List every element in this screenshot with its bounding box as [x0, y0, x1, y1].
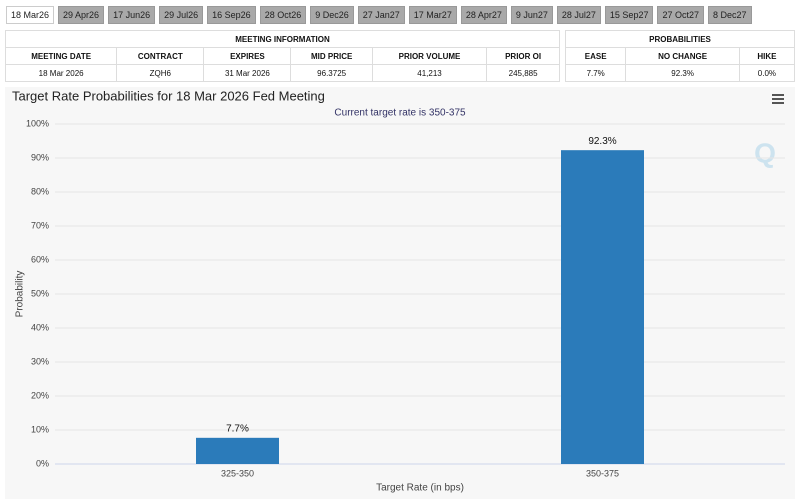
- y-tick-label: 20%: [31, 390, 49, 400]
- probabilities-table: PROBABILITIES EASE NO CHANGE HIKE 7.7% 92.3% 0…: [564, 30, 796, 82]
- tab[interactable]: 9 Dec26: [310, 6, 354, 24]
- cell: 41,213: [371, 64, 488, 82]
- tab[interactable]: 28 Apr27: [460, 6, 507, 24]
- column-header: HIKE: [738, 47, 796, 65]
- x-axis-title: Target Rate (in bps): [376, 483, 464, 494]
- header-row: MEETING INFORMATION: [5, 30, 560, 48]
- y-tick-label: 80%: [31, 186, 49, 196]
- y-tick-label: 30%: [31, 356, 49, 366]
- data-label: 92.3%: [588, 136, 616, 147]
- cell: 92.3%: [625, 64, 740, 82]
- cell: 18 Mar 2026: [4, 64, 118, 82]
- tab[interactable]: 9 Jun27: [510, 6, 553, 24]
- column-header: NO CHANGE: [625, 47, 740, 65]
- cell: 0.0%: [738, 64, 796, 82]
- x-tick-label: 350-375: [586, 468, 619, 478]
- cell: 31 Mar 2026: [203, 64, 292, 82]
- column-header: CONTRACT: [116, 47, 205, 65]
- table-title: MEETING INFORMATION: [5, 30, 560, 48]
- logo: Q: [754, 137, 776, 168]
- tab-bar: 18 Mar26 29 Apr26 17 Jun26 29 Jul26 16 Sep26…: [6, 6, 752, 24]
- table-title: PROBABILITIES: [565, 30, 795, 48]
- y-axis-title: Probability: [15, 271, 26, 318]
- y-tick-label: 70%: [31, 220, 49, 230]
- column-header: MEETING DATE: [4, 47, 118, 65]
- tab[interactable]: 28 Oct26: [259, 6, 307, 24]
- chart: Target Rate Probabilities for 18 Mar 202…: [5, 87, 795, 499]
- column-row: MEETING DATE CONTRACT EXPIRES MID PRICE PRIO…: [4, 47, 560, 65]
- y-tick-label: 90%: [31, 152, 49, 162]
- y-tick-label: 10%: [31, 424, 49, 434]
- column-header: PRIOR OI: [486, 47, 560, 65]
- cell: 7.7%: [564, 64, 627, 82]
- tab[interactable]: 27 Oct27: [657, 6, 704, 24]
- y-tick-label: 50%: [31, 288, 49, 298]
- tab[interactable]: 17 Mar27: [408, 6, 457, 24]
- y-tick-label: 40%: [31, 322, 49, 332]
- chart-subtitle: Current target rate is 350-375: [334, 108, 466, 119]
- bar: [561, 150, 644, 464]
- data-row: 7.7% 92.3% 0.0%: [564, 64, 796, 82]
- tab[interactable]: 8 Dec27: [708, 6, 752, 24]
- chart-background: [5, 87, 795, 499]
- data-row: 18 Mar 2026 ZQH6 31 Mar 2026 96.3725 41,213 2…: [4, 64, 560, 82]
- cell: ZQH6: [116, 64, 205, 82]
- y-tick-label: 100%: [26, 118, 49, 128]
- header-row: PROBABILITIES: [565, 30, 795, 48]
- tab[interactable]: 15 Sep27: [604, 6, 654, 24]
- cell: 245,885: [486, 64, 560, 82]
- column-header: MID PRICE: [290, 47, 373, 65]
- chart-title: Target Rate Probabilities for 18 Mar 202…: [12, 88, 325, 103]
- bar: [196, 437, 279, 464]
- column-header: PRIOR VOLUME: [371, 47, 488, 65]
- data-label: 7.7%: [226, 423, 249, 434]
- cell: 96.3725: [290, 64, 373, 82]
- tab[interactable]: 27 Jan27: [357, 6, 405, 24]
- tab[interactable]: 18 Mar26: [6, 6, 55, 24]
- tab[interactable]: 16 Sep26: [207, 6, 256, 24]
- tab[interactable]: 28 Jul27: [556, 6, 601, 24]
- menu-icon[interactable]: [772, 94, 784, 104]
- tab[interactable]: 29 Apr26: [58, 6, 105, 24]
- x-tick-label: 325-350: [221, 468, 254, 478]
- y-tick-label: 0%: [36, 458, 49, 468]
- column-header: EXPIRES: [203, 47, 292, 65]
- column-header: EASE: [564, 47, 627, 65]
- meeting-table: MEETING INFORMATION MEETING DATE CONTRACT E…: [4, 30, 560, 82]
- tab[interactable]: 29 Jul26: [159, 6, 204, 24]
- y-tick-label: 60%: [31, 254, 49, 264]
- tab[interactable]: 17 Jun26: [108, 6, 156, 24]
- column-row: EASE NO CHANGE HIKE: [564, 47, 796, 65]
